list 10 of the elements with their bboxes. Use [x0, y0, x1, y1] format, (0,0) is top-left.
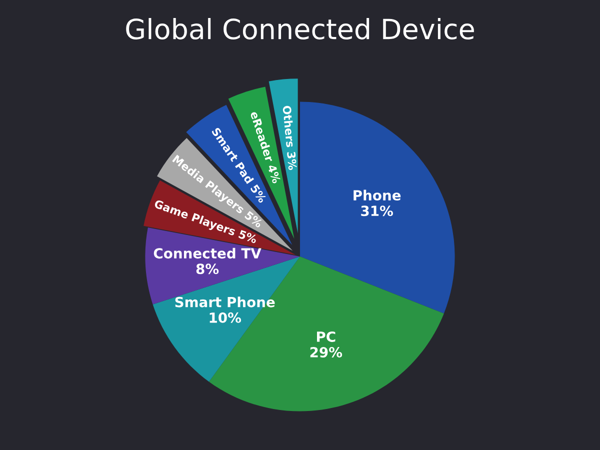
- data-label: 29%: [310, 346, 342, 358]
- chart-title: Global Connected Device: [126, 18, 474, 40]
- data-label: 31%: [361, 206, 393, 216]
- data-label: 10%: [210, 312, 242, 323]
- data-label: 8%: [196, 264, 219, 274]
- slice-label: Connected TV: [154, 248, 262, 259]
- slice-label: Smart Phone: [175, 296, 275, 308]
- slice-label: Phone: [354, 190, 401, 201]
- slice-label: PC: [317, 331, 336, 342]
- slice-label: Others 3%: [282, 106, 298, 170]
